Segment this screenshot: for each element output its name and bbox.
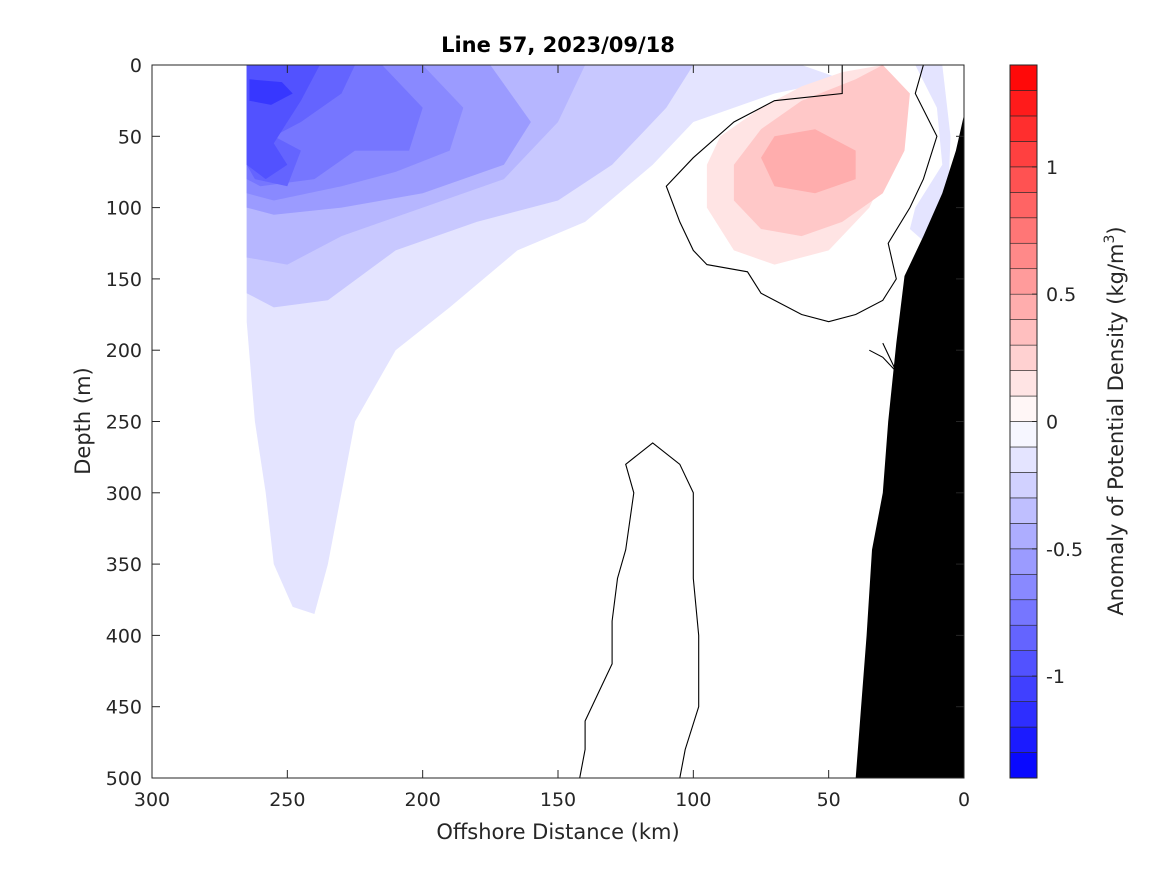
colorbar-tick-label: 0 <box>1046 412 1058 434</box>
zero-contour-line <box>665 65 938 323</box>
colorbar-swatch <box>1009 370 1038 397</box>
x-axis: 300 250 200 150 100 50 0 <box>134 65 970 811</box>
y-tick-label: 150 <box>106 269 142 291</box>
anomaly-region <box>761 129 856 194</box>
zero-contour-line <box>869 342 897 372</box>
x-tick-label: 100 <box>675 789 711 811</box>
colorbar-ticks: 1 0.5 0 -0.5 -1 <box>1032 157 1083 688</box>
x-tick-label: 0 <box>958 789 970 811</box>
colorbar-swatch <box>1009 319 1038 346</box>
colorbar-tick-label: -0.5 <box>1046 539 1083 561</box>
x-tick-label: 150 <box>540 789 576 811</box>
colorbar-swatch <box>1009 650 1038 677</box>
colorbar-swatch <box>1009 242 1038 270</box>
x-tick-label: 250 <box>269 789 305 811</box>
colorbar-swatch <box>1009 446 1038 473</box>
colorbar-swatch <box>1009 192 1038 219</box>
x-axis-label: Offshore Distance (km) <box>436 820 679 844</box>
colorbar-swatch <box>1009 472 1038 499</box>
anomaly-region <box>249 79 293 105</box>
y-axis-label: Depth (m) <box>71 367 95 474</box>
colorbar-swatch <box>1009 166 1038 193</box>
colorbar-label-close: ) <box>1104 226 1128 234</box>
colorbar-tick-label: 1 <box>1046 157 1058 179</box>
colorbar-swatch <box>1009 523 1038 550</box>
colorbar-swatch <box>1009 726 1038 753</box>
y-axis: 0 50 100 150 200 250 300 350 400 450 500 <box>106 55 964 790</box>
x-tick-label: 300 <box>134 789 170 811</box>
colorbar-swatch <box>1009 344 1038 371</box>
colorbar-swatch <box>1009 599 1038 626</box>
colorbar-swatch <box>1009 675 1038 702</box>
colorbar-label-main: Anomaly of Potential Density (kg/m <box>1104 244 1128 616</box>
colorbar-swatch <box>1009 90 1038 117</box>
chart-title: Line 57, 2023/09/18 <box>441 33 675 57</box>
colorbar-tick-label: -1 <box>1046 666 1065 688</box>
sea-floor <box>855 114 964 778</box>
colorbar-swatch <box>1009 115 1038 142</box>
y-tick-label: 100 <box>106 198 142 220</box>
y-tick-label: 50 <box>118 126 142 148</box>
colorbar-swatch <box>1009 395 1038 422</box>
colorbar-swatch <box>1009 141 1038 168</box>
colorbar-swatch <box>1009 421 1038 448</box>
colorbar-label: Anomaly of Potential Density (kg/m3) <box>1102 226 1128 615</box>
colorbar-swatch <box>1009 293 1038 320</box>
zero-contour-line <box>579 442 700 778</box>
y-tick-label: 450 <box>106 697 142 719</box>
colorbar-swatch <box>1009 268 1038 295</box>
zero-contours <box>579 65 938 778</box>
colorbar-label-sup: 3 <box>1102 235 1118 244</box>
colorbar-swatch <box>1009 548 1038 575</box>
colorbar-swatch <box>1009 624 1038 651</box>
bathymetry <box>855 114 964 778</box>
y-tick-label: 0 <box>130 55 142 77</box>
y-tick-label: 350 <box>106 554 142 576</box>
y-tick-label: 250 <box>106 412 142 434</box>
anomaly-patches <box>246 65 951 614</box>
y-tick-label: 300 <box>106 483 142 505</box>
x-tick-label: 50 <box>817 789 841 811</box>
colorbar-swatch <box>1009 701 1038 728</box>
colorbar-swatch <box>1009 217 1038 244</box>
y-tick-label: 200 <box>106 340 142 362</box>
colorbar-swatch <box>1009 573 1038 601</box>
y-tick-label: 400 <box>106 625 142 647</box>
colorbar-swatch <box>1009 497 1038 524</box>
x-tick-label: 200 <box>405 789 441 811</box>
y-tick-label: 500 <box>106 768 142 790</box>
colorbar-tick-label: 0.5 <box>1046 284 1076 306</box>
colorbar-swatch <box>1009 752 1038 779</box>
colorbar-swatch <box>1009 64 1038 91</box>
colorbar <box>1009 64 1038 779</box>
plot-area <box>152 65 964 778</box>
